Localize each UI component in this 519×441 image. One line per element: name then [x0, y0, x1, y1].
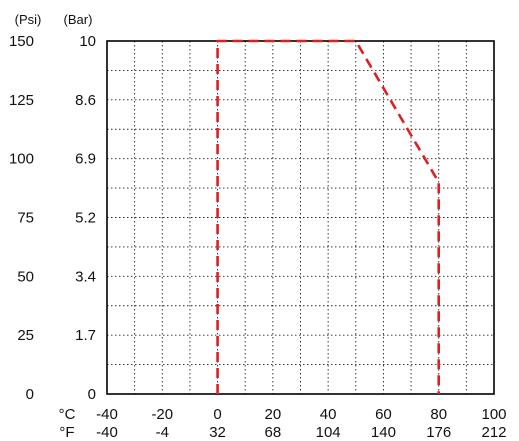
fahrenheit-tick-label: 68	[265, 424, 282, 441]
bar-tick-label: 3.4	[75, 268, 96, 285]
bar-tick-label: 8.6	[75, 92, 96, 109]
psi-tick-label: 125	[9, 92, 34, 109]
bar-tick-label: 5.2	[75, 210, 96, 227]
celsius-tick-label: 0	[213, 406, 221, 423]
bar-tick-label: 10	[79, 33, 96, 50]
bar-tick-label: 0	[88, 386, 96, 403]
celsius-tick-label: 80	[430, 406, 447, 423]
fahrenheit-tick-label: 104	[316, 424, 341, 441]
psi-unit-label: (Psi)	[15, 12, 42, 27]
celsius-tick-label: 40	[320, 406, 337, 423]
bar-tick-label: 1.7	[75, 327, 96, 344]
psi-tick-label: 50	[17, 268, 34, 285]
fahrenheit-tick-label: 212	[481, 424, 506, 441]
bar-unit-label: (Bar)	[64, 12, 93, 27]
psi-tick-label: 75	[17, 210, 34, 227]
psi-tick-label: 0	[26, 386, 34, 403]
operating-envelope-line	[216, 39, 441, 394]
celsius-tick-label: 60	[375, 406, 392, 423]
celsius-tick-label: 100	[481, 406, 506, 423]
celsius-tick-label: -20	[151, 406, 173, 423]
fahrenheit-tick-label: -40	[96, 424, 118, 441]
fahrenheit-tick-label: 32	[209, 424, 226, 441]
psi-tick-label: 100	[9, 151, 34, 168]
celsius-tick-label: -40	[96, 406, 118, 423]
fahrenheit-unit-label: °F	[59, 424, 74, 441]
psi-tick-label: 150	[9, 33, 34, 50]
psi-tick-label: 25	[17, 327, 34, 344]
fahrenheit-tick-label: 140	[371, 424, 396, 441]
fahrenheit-tick-label: -4	[156, 424, 169, 441]
celsius-unit-label: °C	[59, 406, 76, 423]
celsius-tick-label: 20	[265, 406, 282, 423]
fahrenheit-tick-label: 176	[426, 424, 451, 441]
series-layer	[216, 39, 441, 394]
bar-tick-label: 6.9	[75, 151, 96, 168]
grid-lines	[107, 41, 494, 394]
